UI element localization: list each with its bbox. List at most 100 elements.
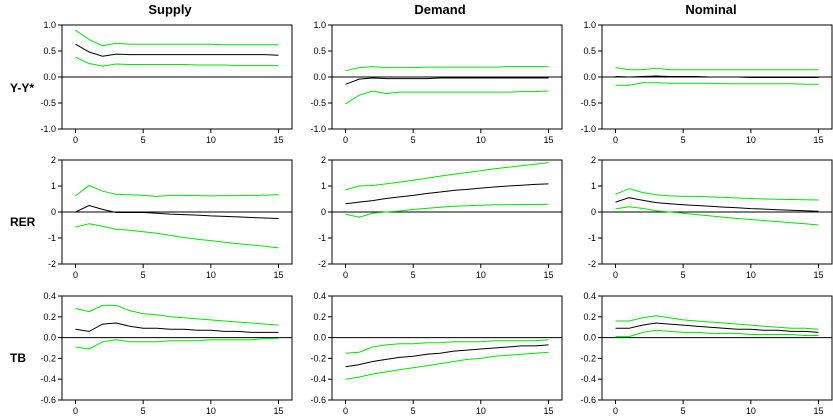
row-label-rer: RER [10,215,36,229]
y-tick-label: -0.4 [310,374,326,384]
x-tick-label: 15 [813,135,823,145]
y-tick-label: -0.5 [580,98,596,108]
lower-band-line [615,82,819,86]
x-tick-label: 10 [476,270,486,280]
y-tick-label: -0.6 [310,395,326,405]
response-line [75,43,279,57]
y-tick-label: 1.0 [43,20,56,30]
y-tick-label: -1.0 [40,124,56,134]
y-tick-label: -1 [318,233,326,243]
y-tick-label: 1 [591,181,596,191]
x-tick-label: 5 [411,406,416,416]
x-tick-label: 15 [543,135,553,145]
row-label-output-gap: Y-Y* [10,81,34,95]
column-title-demand: Demand [414,2,465,17]
upper-band-line [615,315,819,330]
panel-tb-nominal: -0.6 -0.4 -0.2 0.0 0.2 0.4 0 5 10 15 [580,291,833,416]
panel-frame [601,295,833,401]
y-tick-label: -1.0 [580,124,596,134]
y-tick-label: 0.0 [313,72,326,82]
y-tick-label: 0.2 [583,312,596,322]
x-tick-label: 10 [206,406,216,416]
x-tick-label: 5 [681,270,686,280]
x-tick-label: 10 [746,270,756,280]
row-label-tb: TB [10,351,26,365]
x-tick-label: 15 [273,135,283,145]
lower-band-line [345,203,549,218]
y-tick-label: 0.0 [313,333,326,343]
response-line [615,197,819,212]
y-tick-label: 0.0 [43,333,56,343]
response-line [615,322,819,333]
panel-y-y-demand: -1.0 -0.5 0.0 0.5 1.0 0 5 10 15 [310,20,563,145]
x-tick-label: 0 [73,406,78,416]
response-line [75,204,279,219]
x-tick-label: 15 [813,270,823,280]
upper-band-line [615,67,819,71]
x-tick-label: 10 [476,135,486,145]
x-tick-label: 5 [141,406,146,416]
x-tick-label: 0 [343,406,348,416]
response-line [345,77,549,85]
y-tick-label: 1 [51,181,56,191]
y-tick-label: -0.2 [310,353,326,363]
response-line [75,322,279,333]
x-tick-label: 0 [613,406,618,416]
response-line [615,75,819,78]
lower-band-line [345,351,549,380]
panel-tb-demand: -0.6 -0.4 -0.2 0.0 0.2 0.4 0 5 10 15 [310,291,563,416]
upper-band-line [345,339,549,354]
y-tick-label: -2 [318,259,326,269]
x-tick-label: 10 [206,135,216,145]
x-tick-label: 15 [543,406,553,416]
y-tick-label: -0.6 [40,395,56,405]
x-tick-label: 15 [273,270,283,280]
x-tick-label: 5 [141,135,146,145]
panel-tb-supply: -0.6 -0.4 -0.2 0.0 0.2 0.4 0 5 10 15 [40,291,293,416]
y-tick-label: 2 [591,155,596,165]
y-tick-label: 0.0 [43,72,56,82]
lower-band-line [345,90,549,105]
y-tick-label: -2 [48,259,56,269]
y-tick-label: 0 [321,207,326,217]
y-tick-label: 1.0 [313,20,326,30]
y-tick-label: -0.5 [40,98,56,108]
x-tick-label: 15 [273,406,283,416]
x-tick-label: 0 [613,270,618,280]
x-tick-label: 0 [343,270,348,280]
y-tick-label: 2 [321,155,326,165]
panel-frame [331,295,563,401]
y-tick-label: 0.5 [313,46,326,56]
y-tick-label: 0.2 [43,312,56,322]
y-tick-label: 0.2 [313,312,326,322]
y-tick-label: -0.4 [40,374,56,384]
lower-band-line [615,206,819,226]
y-tick-label: -1 [48,233,56,243]
y-tick-label: 0.4 [313,291,326,301]
y-tick-label: -0.4 [580,374,596,384]
y-tick-label: -0.6 [580,395,596,405]
x-tick-label: 0 [73,270,78,280]
x-tick-label: 10 [476,406,486,416]
y-tick-label: -0.5 [310,98,326,108]
x-tick-label: 5 [141,270,146,280]
x-tick-label: 15 [813,406,823,416]
x-tick-label: 5 [681,135,686,145]
y-tick-label: 0.0 [583,333,596,343]
upper-band-line [75,29,279,47]
upper-band-line [345,162,549,191]
panel-frame [61,295,293,401]
lower-band-line [615,329,819,338]
y-tick-label: 1 [321,181,326,191]
x-tick-label: 5 [411,270,416,280]
lower-band-line [75,223,279,249]
y-tick-label: 0.5 [583,46,596,56]
upper-band-line [75,304,279,326]
x-tick-label: 15 [543,270,553,280]
x-tick-label: 10 [746,406,756,416]
x-tick-label: 5 [681,406,686,416]
y-tick-label: 0.4 [583,291,596,301]
y-tick-label: 1.0 [583,20,596,30]
column-title-supply: Supply [148,2,192,17]
